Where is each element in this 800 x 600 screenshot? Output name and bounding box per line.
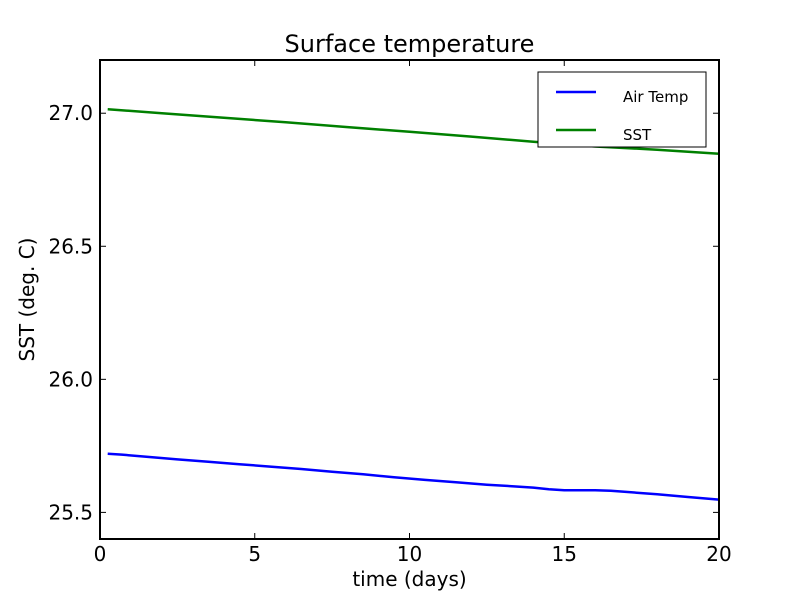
y-tick-label: 26.0	[48, 367, 93, 391]
y-tick-label: 27.0	[48, 101, 93, 125]
x-tick-label: 0	[94, 542, 107, 566]
series-line-sst	[107, 107, 720, 155]
x-axis-label: time (days)	[352, 567, 466, 591]
chart-title: Surface temperature	[285, 30, 535, 58]
legend-label-air-temp: Air Temp	[623, 88, 688, 106]
y-tick-label: 26.5	[48, 234, 93, 258]
legend-box	[537, 71, 707, 148]
x-tick-label: 10	[397, 542, 422, 566]
series-lines	[107, 107, 720, 501]
series-line-air-temp	[107, 452, 720, 501]
legend-label-sst: SST	[623, 126, 652, 144]
legend: Air Temp SST	[537, 71, 707, 148]
y-axis-label: SST (deg. C)	[15, 238, 39, 362]
x-tick-label: 20	[706, 542, 731, 566]
x-tick-label: 15	[552, 542, 577, 566]
x-tick-label: 5	[248, 542, 261, 566]
y-tick-label: 25.5	[48, 500, 93, 524]
plot-frame	[99, 59, 720, 540]
axis-ticks: 0 5 10 15 20 25.5 26.0 26.5 27.0	[48, 60, 732, 566]
